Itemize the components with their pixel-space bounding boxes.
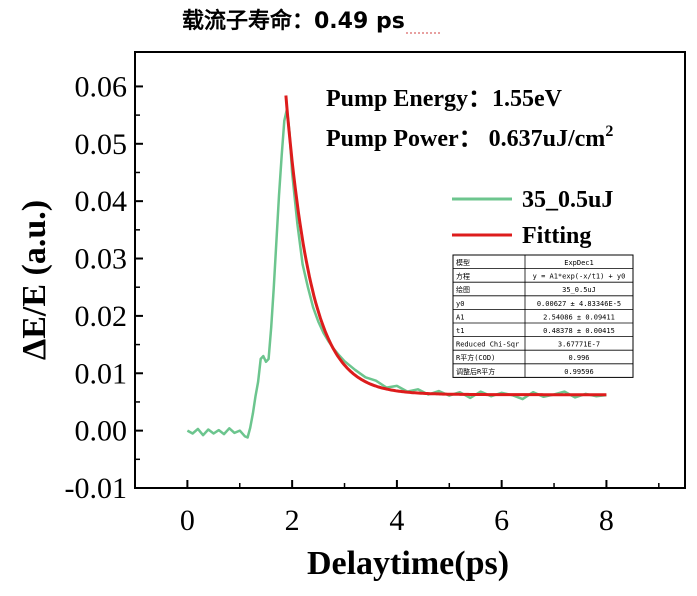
y-tick-label: 0.04 xyxy=(75,185,128,218)
pump-power-superscript: 2 xyxy=(605,123,613,140)
fit-table-value: 0.00627 ± 4.83346E-5 xyxy=(537,300,621,308)
y-tick-label: 0.02 xyxy=(75,300,128,333)
fit-table-key: t1 xyxy=(456,327,464,335)
fit-table-key: y0 xyxy=(456,300,464,308)
y-tick-label: 0.01 xyxy=(75,357,128,390)
x-tick-label: 6 xyxy=(494,504,509,537)
series-fit-line xyxy=(284,95,607,397)
x-tick-label: 0 xyxy=(180,504,195,537)
fit-table-value: 0.48378 ± 0.00415 xyxy=(543,327,615,335)
fit-table-key: 模型 xyxy=(456,258,470,267)
y-tick-label: 0.05 xyxy=(75,128,128,161)
fit-table-value: 3.67771E-7 xyxy=(558,341,600,349)
x-tick-label: 2 xyxy=(285,504,300,537)
y-axis-label: ΔE/E (a.u.) xyxy=(16,200,53,360)
chart-title: 载流子寿命：0.49 ps xyxy=(182,8,405,34)
fit-table-value: ExpDec1 xyxy=(564,259,594,267)
pump-power-text: Pump Power： 0.637uJ/cm xyxy=(326,126,605,152)
y-tick-label: -0.01 xyxy=(65,472,128,505)
legend-label-data: 35_0.5uJ xyxy=(522,187,613,213)
x-tick-label: 8 xyxy=(599,504,614,537)
fit-table-value: 2.54086 ± 0.09411 xyxy=(543,313,615,321)
y-tick-label: 0.03 xyxy=(75,243,128,276)
pump-power-annotation: Pump Power： 0.637uJ/cm2 xyxy=(326,123,613,152)
fit-table-value: y = A1*exp(-x/t1) + y0 xyxy=(533,273,626,281)
plot-frame xyxy=(134,51,686,489)
fit-table-value: 0.996 xyxy=(568,354,589,362)
legend-label-fit: Fitting xyxy=(522,223,591,249)
pump-energy-annotation: Pump Energy：1.55eV xyxy=(326,86,563,112)
fit-table: 模型 ExpDec1 方程 y = A1*exp(-x/t1) + y0 绘图 35_0.… xyxy=(452,254,634,378)
fit-table-box xyxy=(452,254,634,378)
y-tick-label: 0.06 xyxy=(75,70,128,103)
fit-table-value: 0.99596 xyxy=(564,368,594,376)
fit-table-key: R平方(COD) xyxy=(456,353,495,362)
fit-line xyxy=(284,95,607,397)
fit-table-value: 35_0.5uJ xyxy=(562,286,596,294)
fit-table-key: A1 xyxy=(456,313,464,321)
fit-table-key: 绘图 xyxy=(456,285,470,294)
x-axis-label: Delaytime(ps) xyxy=(307,545,509,582)
legend: 35_0.5uJ Fitting xyxy=(452,187,613,249)
x-tick-label: 4 xyxy=(389,504,404,537)
x-axis: 0 2 4 6 8 xyxy=(180,480,660,537)
y-axis: -0.01 0.00 0.01 0.02 0.03 0.04 0.05 0.06 xyxy=(65,70,143,505)
fit-table-key: Reduced Chi-Sqr xyxy=(456,341,519,349)
fit-table-key: 方程 xyxy=(456,272,470,281)
fit-table-key: 调整后R平方 xyxy=(456,367,495,376)
y-tick-label: 0.00 xyxy=(75,415,128,448)
